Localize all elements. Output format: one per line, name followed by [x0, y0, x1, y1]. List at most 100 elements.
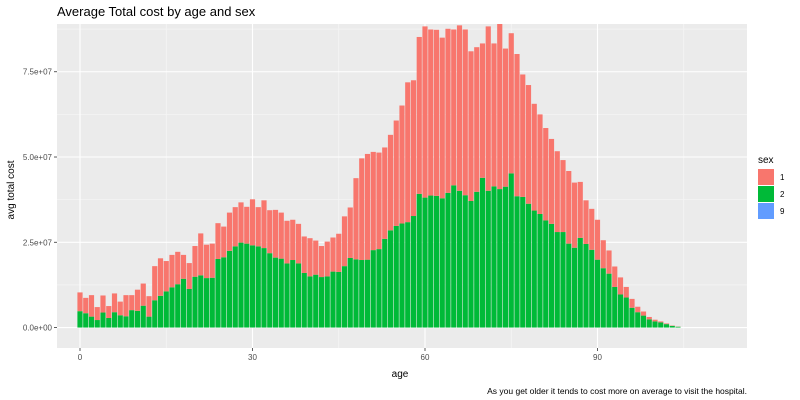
bar-sex-2-age-70	[479, 177, 486, 328]
bar-sex-1-age-81	[543, 128, 549, 221]
bar-sex-2-age-14	[157, 295, 164, 328]
bar-sex-1-age-25	[221, 226, 227, 258]
bar-sex-2-age-81	[543, 220, 549, 328]
bar-sex-2-age-90	[594, 259, 601, 328]
bar-sex-1-age-94	[617, 277, 624, 295]
bar-sex-2-age-52	[376, 249, 382, 328]
bar-sex-1-age-85	[566, 170, 572, 244]
bar-sex-2-age-10	[134, 310, 141, 328]
bar-sex-2-age-47	[347, 257, 353, 328]
bar-sex-2-age-3	[94, 320, 100, 328]
bar-sex-2-age-59	[416, 193, 422, 328]
bar-sex-1-age-75	[508, 33, 514, 174]
bar-sex-1-age-64	[445, 28, 451, 193]
bar-sex-1-age-47	[347, 207, 353, 258]
bar-sex-1-age-59	[416, 36, 422, 194]
bar-sex-1-age-90	[594, 219, 601, 260]
bar-sex-2-age-44	[330, 271, 336, 328]
bar-sex-1-age-82	[548, 138, 555, 224]
legend-key-1	[758, 169, 774, 185]
bar-sex-2-age-11	[140, 305, 146, 328]
bar-sex-1-age-38	[295, 223, 302, 264]
bar-sex-2-age-97	[635, 312, 641, 328]
bar-sex-1-age-102	[663, 323, 670, 325]
x-axis-title: age	[392, 369, 409, 380]
bar-sex-1-age-100	[652, 319, 658, 322]
bar-sex-2-age-82	[548, 223, 555, 328]
bar-sex-2-age-68	[468, 201, 474, 328]
bar-sex-2-age-36	[284, 263, 290, 328]
bar-sex-2-age-93	[612, 286, 618, 328]
bar-sex-2-age-64	[445, 192, 451, 328]
bar-sex-2-age-30	[249, 245, 256, 328]
bar-sex-1-age-5	[106, 306, 112, 318]
bar-sex-2-age-104	[675, 326, 681, 328]
bar-sex-1-age-78	[525, 85, 532, 204]
bar-sex-1-age-54	[387, 134, 394, 231]
bar-sex-2-age-34	[272, 257, 279, 328]
bar-sex-1-age-67	[462, 29, 468, 196]
bar-sex-1-age-27	[232, 207, 238, 247]
bar-sex-2-age-48	[353, 259, 359, 328]
bar-sex-1-age-84	[560, 160, 566, 233]
bar-sex-1-age-86	[571, 182, 578, 248]
bar-sex-1-age-45	[336, 233, 342, 272]
bar-sex-1-age-7	[117, 301, 123, 316]
bar-sex-1-age-93	[612, 266, 618, 287]
caption: As you get older it tends to cost more o…	[487, 386, 747, 396]
bar-sex-2-age-61	[428, 195, 434, 328]
bar-sex-1-age-80	[537, 114, 543, 214]
bar-sex-1-age-44	[330, 237, 336, 272]
bar-sex-2-age-95	[623, 297, 629, 328]
bar-sex-2-age-37	[290, 260, 296, 328]
bar-sex-2-age-20	[192, 276, 198, 328]
bar-sex-1-age-11	[140, 283, 146, 306]
bar-sex-1-age-33	[267, 210, 273, 254]
bar-sex-1-age-98	[640, 311, 647, 316]
bar-sex-2-age-39	[301, 272, 307, 328]
bar-sex-2-age-98	[640, 315, 647, 328]
bar-sex-1-age-83	[554, 151, 560, 233]
bar-sex-1-age-18	[180, 254, 187, 279]
bar-sex-1-age-42	[318, 246, 325, 278]
bar-sex-2-age-26	[226, 250, 233, 328]
bar-sex-1-age-88	[583, 200, 589, 244]
bar-sex-2-age-13	[152, 300, 158, 328]
bar-sex-2-age-73	[497, 189, 503, 328]
bar-sex-2-age-67	[462, 195, 468, 328]
y-tick-label: 7.5e+07	[23, 68, 53, 77]
bar-sex-2-age-53	[382, 238, 388, 328]
bar-sex-2-age-17	[175, 284, 181, 328]
bar-sex-1-age-48	[353, 178, 359, 260]
bar-sex-2-age-101	[658, 322, 664, 328]
bar-sex-2-age-57	[405, 222, 411, 328]
bar-sex-1-age-28	[238, 202, 244, 243]
bar-sex-2-age-21	[198, 275, 204, 328]
bar-sex-2-age-15	[163, 291, 169, 328]
bar-sex-1-age-0	[77, 292, 83, 312]
bar-sex-1-age-39	[301, 236, 307, 273]
x-axis: 0 30 60 90	[78, 348, 602, 362]
bar-sex-2-age-78	[525, 203, 532, 328]
legend-label-9: 9	[780, 207, 785, 216]
bar-sex-1-age-91	[600, 240, 606, 269]
bar-sex-2-age-5	[106, 317, 112, 328]
bar-sex-2-age-55	[393, 225, 399, 328]
bar-sex-1-age-43	[324, 241, 330, 277]
bar-sex-1-age-35	[278, 212, 284, 259]
bar-sex-2-age-84	[560, 232, 566, 328]
bar-sex-2-age-42	[318, 277, 325, 328]
legend-key-2	[758, 186, 774, 202]
bar-sex-2-age-12	[146, 316, 152, 328]
bar-sex-2-age-96	[629, 307, 635, 328]
bar-sex-1-age-97	[635, 306, 641, 313]
bar-sex-2-age-60	[422, 197, 428, 328]
bar-sex-1-age-61	[428, 29, 434, 196]
bar-sex-2-age-46	[341, 266, 348, 328]
bar-sex-1-age-21	[198, 233, 204, 276]
bar-sex-1-age-52	[376, 152, 382, 250]
bar-sex-1-age-50	[364, 153, 371, 260]
bar-sex-2-age-91	[600, 268, 606, 328]
bar-sex-2-age-0	[77, 311, 83, 328]
bar-sex-2-age-45	[336, 271, 342, 328]
